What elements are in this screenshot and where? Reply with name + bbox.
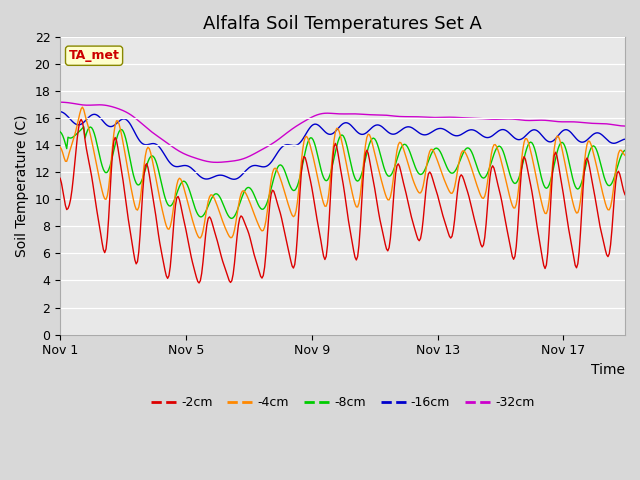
Title: Alfalfa Soil Temperatures Set A: Alfalfa Soil Temperatures Set A (203, 15, 482, 33)
Text: TA_met: TA_met (68, 49, 120, 62)
Y-axis label: Soil Temperature (C): Soil Temperature (C) (15, 115, 29, 257)
X-axis label: Time: Time (591, 363, 625, 377)
Legend: -2cm, -4cm, -8cm, -16cm, -32cm: -2cm, -4cm, -8cm, -16cm, -32cm (146, 391, 540, 414)
